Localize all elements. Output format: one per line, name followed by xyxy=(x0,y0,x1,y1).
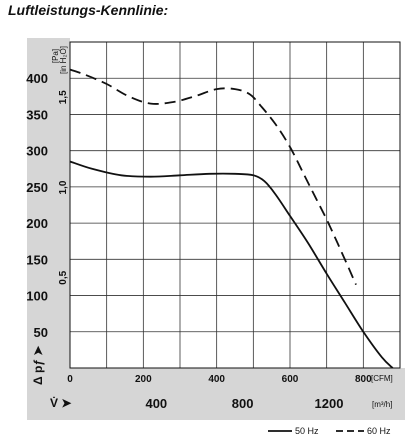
y-tick-label: 100 xyxy=(26,289,48,304)
curves xyxy=(69,68,394,369)
x-unit-label: [CFM] xyxy=(371,374,393,383)
y-tick-labels: 50 100 150 200 250 300 350 400 xyxy=(26,71,48,340)
y2-unit-label: [in H₂O] xyxy=(59,46,68,74)
y2-tick-labels: 0,5 1,0 1,5 xyxy=(58,90,69,285)
y2-tick-label: 0,5 xyxy=(58,270,69,284)
x-tick-label: 0 xyxy=(67,374,73,385)
series-line-60hz xyxy=(69,68,357,286)
series-line-50hz xyxy=(69,160,394,369)
y2-tick-label: 1,0 xyxy=(58,180,69,194)
x2-tick-label: 1200 xyxy=(315,396,344,411)
y-tick-label: 300 xyxy=(26,144,48,159)
x2-tick-label: 800 xyxy=(232,396,254,411)
x2-unit-label: [m³/h] xyxy=(372,400,392,409)
y-unit-label: [Pa] xyxy=(51,49,60,63)
bottom-axis-panel xyxy=(27,368,405,420)
x-tick-label: 400 xyxy=(208,374,225,385)
y-tick-label: 250 xyxy=(26,180,48,195)
plot-frame xyxy=(69,41,401,369)
x-tick-labels: 0 200 400 600 800 xyxy=(67,374,372,385)
x-tick-label: 600 xyxy=(282,374,299,385)
legend: 50 Hz 60 Hz xyxy=(268,426,391,436)
plot-area xyxy=(70,42,400,368)
x2-tick-labels: 400 800 1200 xyxy=(145,396,343,411)
chart-title: Luftleistungs-Kennlinie: xyxy=(8,2,169,18)
y-axis-symbol: Δ pƒ ➤ xyxy=(31,345,45,385)
x-axis-symbol: V̇ ➤ xyxy=(50,395,72,410)
y-tick-label: 200 xyxy=(26,216,48,231)
y-tick-label: 50 xyxy=(34,325,48,340)
y-tick-label: 400 xyxy=(26,71,48,86)
y-tick-label: 150 xyxy=(26,252,48,267)
x-tick-label: 200 xyxy=(135,374,152,385)
x2-tick-label: 400 xyxy=(145,396,167,411)
x-tick-label: 800 xyxy=(355,374,372,385)
left-axis-panel xyxy=(27,38,70,408)
y2-tick-label: 1,5 xyxy=(58,90,69,104)
legend-label-60hz: 60 Hz xyxy=(367,426,391,436)
y-tick-label: 350 xyxy=(26,107,48,122)
grid-lines xyxy=(70,42,400,368)
legend-label-50hz: 50 Hz xyxy=(295,426,319,436)
